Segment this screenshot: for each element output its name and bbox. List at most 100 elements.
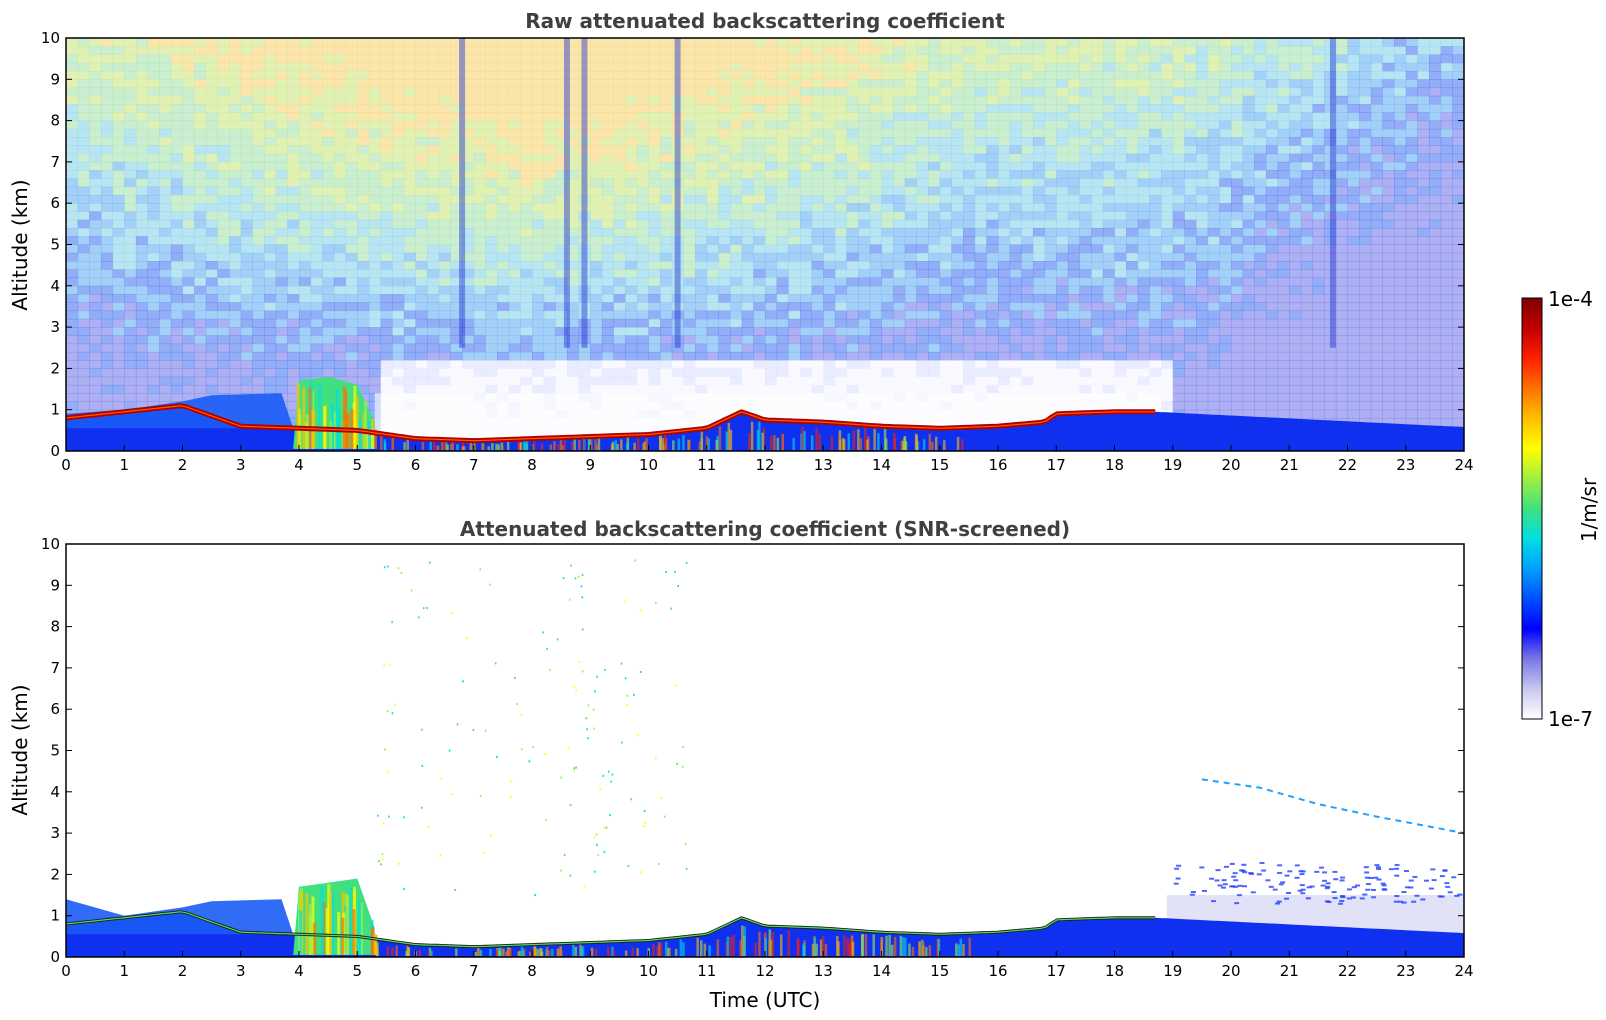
- backscatter-cell: [147, 128, 160, 138]
- backscatter-cell: [77, 54, 90, 64]
- backscatter-cell: [333, 236, 347, 245]
- backscatter-cell: [916, 211, 929, 221]
- backscatter-cell: [310, 343, 323, 353]
- backscatter-cell: [1161, 261, 1174, 270]
- backscatter-cell: [660, 128, 673, 138]
- backscatter-cell: [1335, 335, 1348, 345]
- backscatter-cell: [1394, 104, 1407, 113]
- backscatter-cell: [322, 71, 335, 80]
- backscatter-cell: [601, 277, 615, 287]
- backscatter-cell: [601, 38, 615, 47]
- backscatter-cell: [986, 294, 999, 303]
- backscatter-cell: [683, 120, 696, 130]
- backscatter-cell: [287, 294, 300, 303]
- backscatter-cell: [1312, 244, 1325, 254]
- backscatter-cell: [1009, 120, 1022, 130]
- backscatter-cell: [1300, 186, 1314, 196]
- backscatter-cell: [1405, 137, 1418, 146]
- backscatter-cell: [1172, 87, 1185, 97]
- backscatter-cell: [846, 194, 859, 204]
- backscatter-cell: [1242, 203, 1255, 212]
- backscatter-cell: [788, 112, 801, 122]
- backscatter-cell: [1091, 87, 1104, 97]
- backscatter-cell: [380, 351, 393, 361]
- backscatter-cell: [1370, 54, 1383, 64]
- backscatter-cell: [205, 137, 218, 146]
- backscatter-cell: [636, 318, 649, 328]
- backscatter-cell: [1079, 62, 1092, 72]
- backscatter-cell: [974, 203, 987, 212]
- backscatter-cell: [147, 170, 160, 179]
- backscatter-cell: [939, 153, 952, 163]
- backscatter-cell: [135, 335, 149, 345]
- backscatter-cell: [194, 327, 207, 336]
- backscatter-cell: [998, 269, 1011, 279]
- backscatter-cell: [893, 161, 906, 171]
- backscatter-cell: [1137, 261, 1150, 270]
- backscatter-cell: [928, 128, 941, 138]
- backscatter-cell: [1161, 227, 1174, 237]
- backscatter-cell: [974, 178, 987, 188]
- backscatter-cell: [1231, 327, 1244, 336]
- backscatter-cell: [135, 236, 149, 245]
- backscatter-cell: [392, 161, 405, 171]
- backscatter-cell: [170, 277, 183, 287]
- backscatter-cell: [1009, 360, 1022, 369]
- backscatter-cell: [1161, 318, 1174, 328]
- backscatter-cell: [601, 203, 615, 212]
- backscatter-cell: [345, 343, 358, 353]
- backscatter-cell: [508, 343, 521, 353]
- backscatter-cell: [1184, 128, 1197, 138]
- backscatter-cell: [1219, 318, 1232, 328]
- backscatter-cell: [310, 327, 323, 336]
- backscatter-cell: [438, 376, 451, 386]
- backscatter-cell: [1219, 54, 1232, 64]
- backscatter-cell: [1405, 194, 1418, 204]
- backscatter-cell: [741, 120, 754, 130]
- backscatter-cell: [1394, 269, 1407, 279]
- backscatter-cell: [1172, 79, 1185, 89]
- backscatter-cell: [333, 104, 347, 113]
- backscatter-cell: [1277, 227, 1290, 237]
- backscatter-cell: [893, 368, 906, 378]
- backscatter-cell: [613, 153, 626, 163]
- backscatter-cell: [497, 335, 510, 345]
- backscatter-cell: [1300, 236, 1314, 245]
- backscatter-cell: [1184, 87, 1197, 97]
- backscatter-cell: [1300, 294, 1314, 303]
- backscatter-cell: [1370, 351, 1383, 361]
- backscatter-cell: [1440, 203, 1453, 212]
- backscatter-cell: [963, 261, 976, 270]
- backscatter-cell: [601, 178, 615, 188]
- backscatter-cell: [462, 360, 475, 369]
- backscatter-cell: [380, 318, 393, 328]
- backscatter-cell: [1440, 186, 1453, 196]
- backscatter-cell: [66, 203, 79, 212]
- backscatter-cell: [438, 302, 451, 312]
- backscatter-cell: [170, 186, 183, 196]
- backscatter-cell: [275, 170, 288, 179]
- backscatter-cell: [1137, 62, 1150, 72]
- backscatter-cell: [1207, 145, 1220, 155]
- backscatter-cell: [1137, 294, 1150, 303]
- backscatter-cell: [753, 71, 766, 80]
- backscatter-cell: [124, 186, 137, 196]
- backscatter-cell: [904, 104, 917, 113]
- backscatter-cell: [893, 252, 906, 262]
- backscatter-cell: [194, 318, 207, 328]
- backscatter-cell: [287, 203, 300, 212]
- backscatter-cell: [1137, 335, 1150, 345]
- backscatter-cell: [1044, 120, 1057, 130]
- backscatter-cell: [532, 335, 545, 345]
- backscatter-cell: [893, 54, 906, 64]
- backscatter-cell: [100, 318, 114, 328]
- backscatter-cell: [1219, 252, 1232, 262]
- backscatter-cell: [741, 294, 754, 303]
- backscatter-cell: [299, 244, 312, 254]
- backscatter-cell: [765, 236, 778, 245]
- backscatter-cell: [858, 368, 871, 378]
- backscatter-cell: [1009, 244, 1022, 254]
- backscatter-cell: [252, 360, 265, 369]
- backscatter-cell: [194, 178, 207, 188]
- backscatter-cell: [438, 71, 451, 80]
